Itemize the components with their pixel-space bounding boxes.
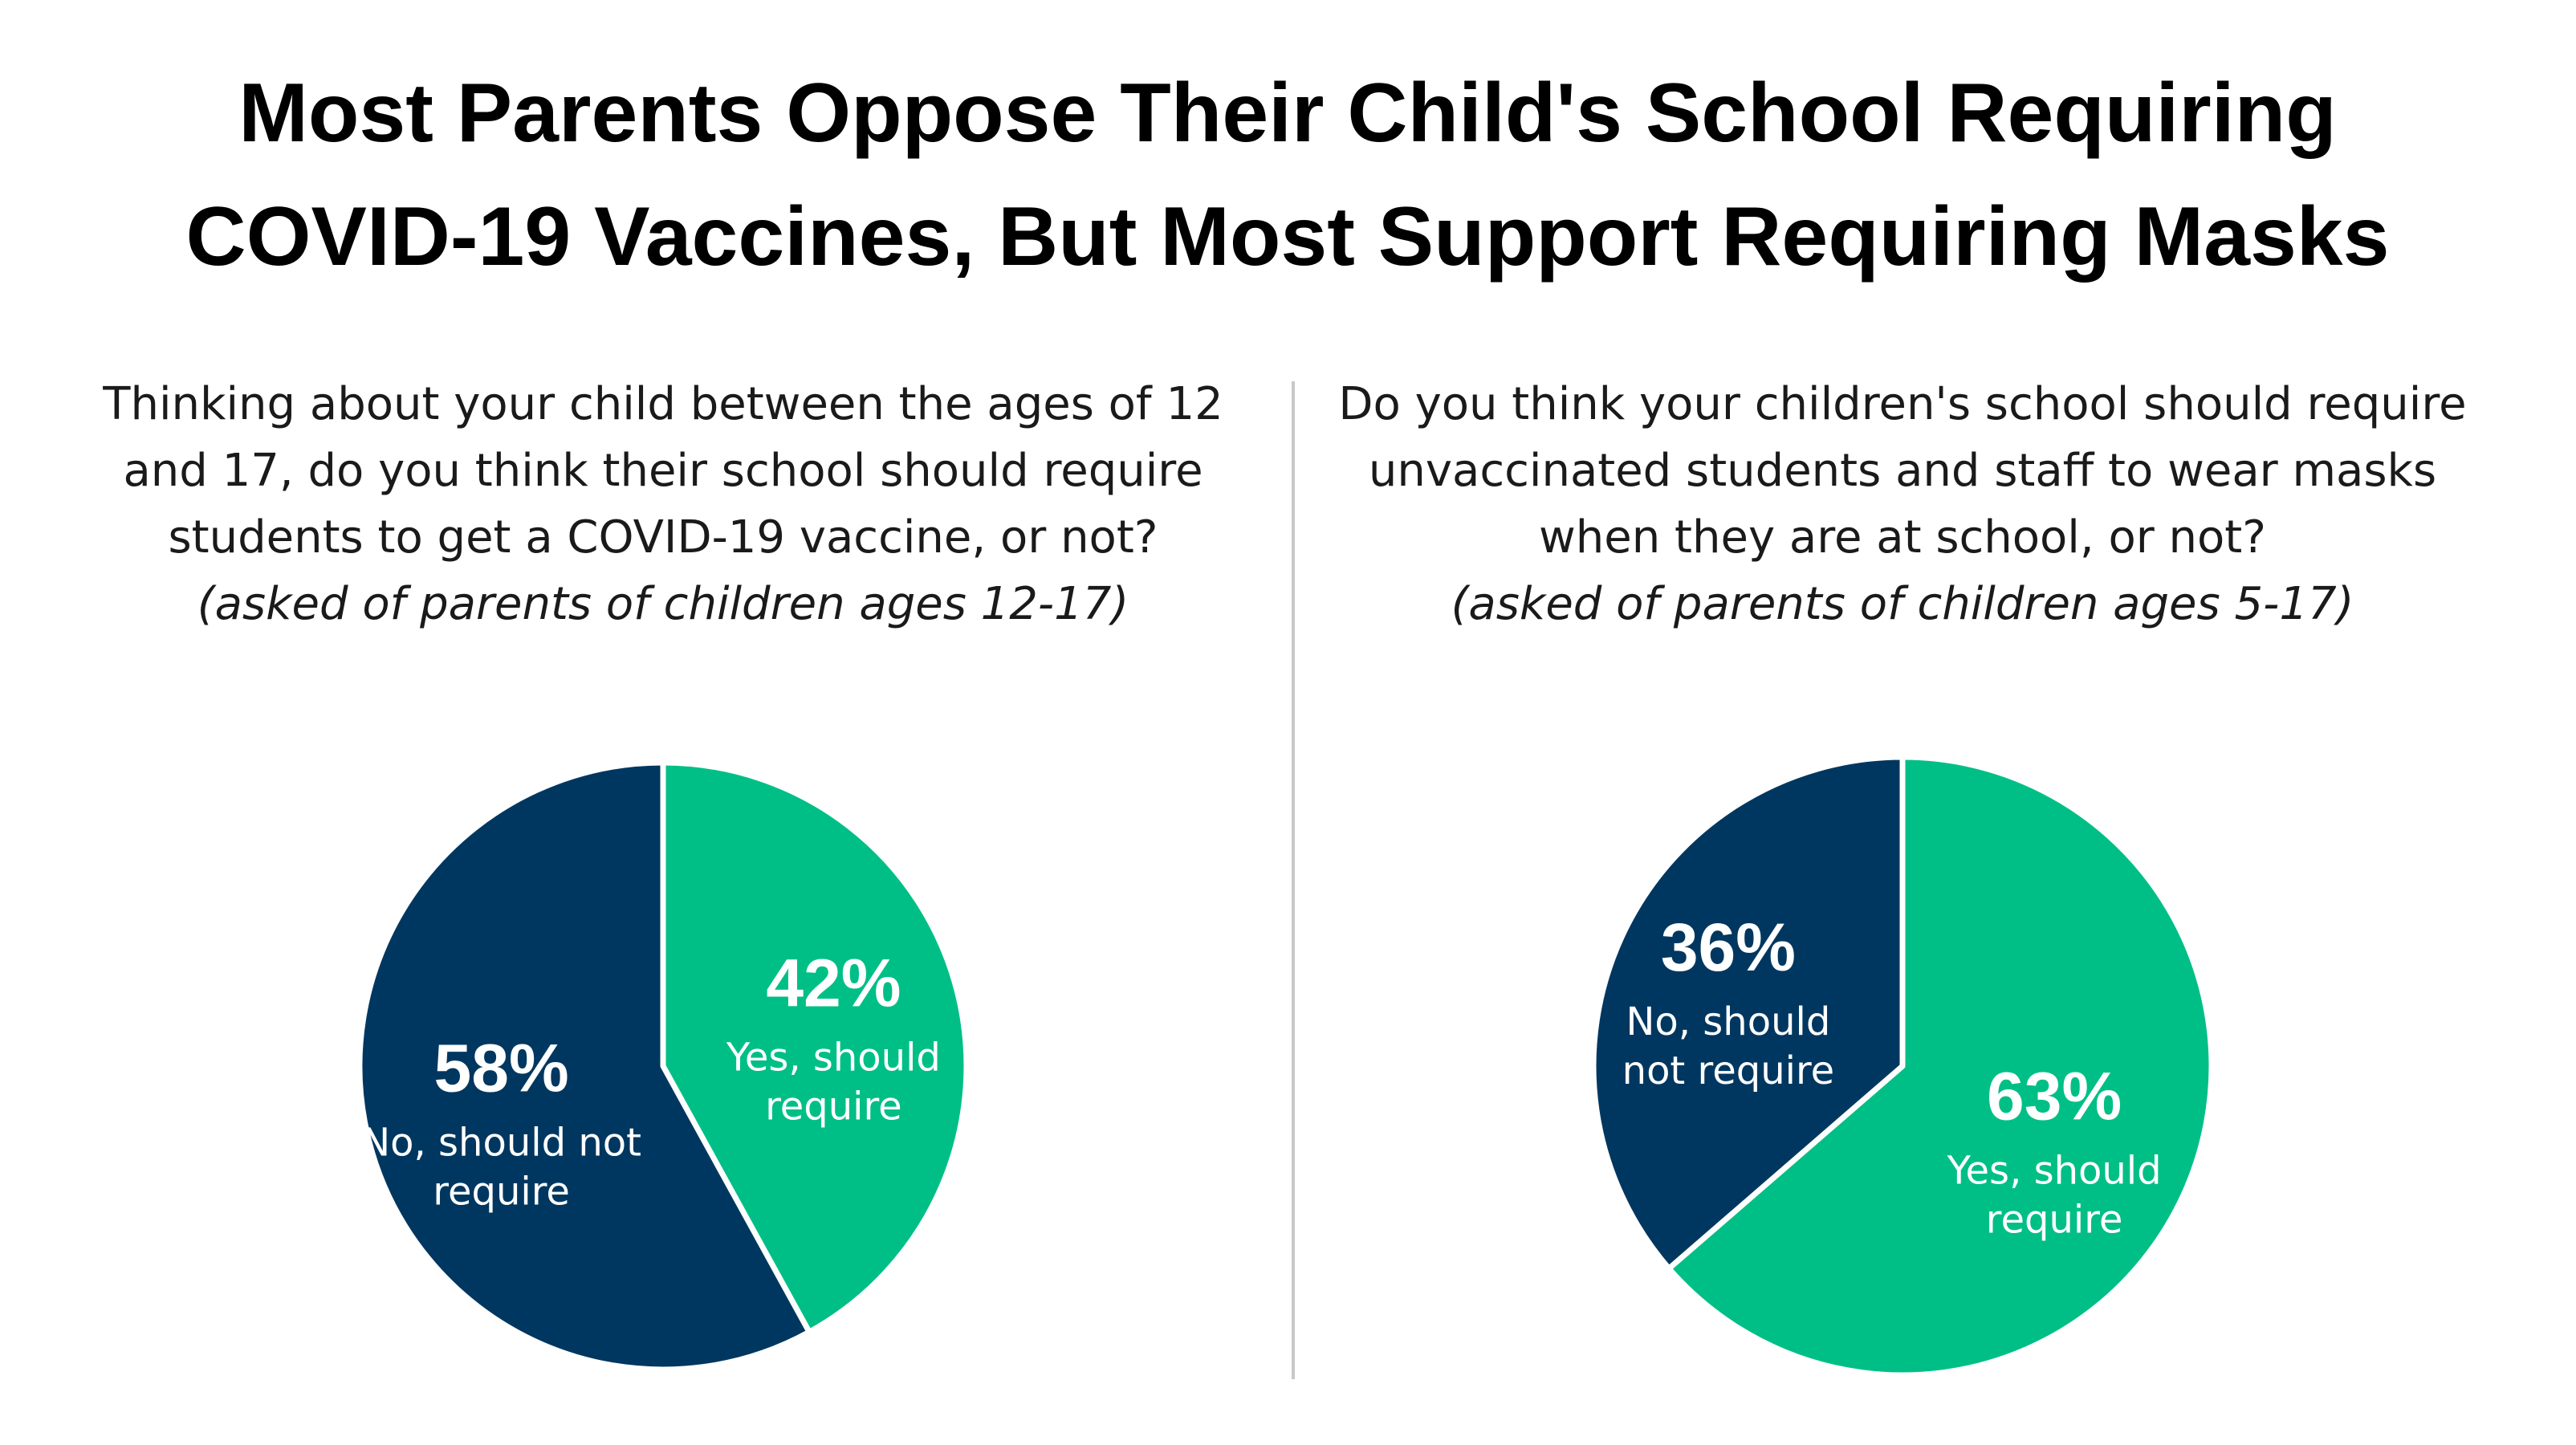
left-question-line-1: Thinking about your child between the ag…	[102, 378, 1223, 430]
chart-title-line-2: COVID-19 Vaccines, But Most Support Requ…	[186, 190, 2390, 283]
right-pie-yes-percent-label: 63%	[1987, 1058, 2122, 1134]
left-pie-slice-no	[356, 759, 812, 1373]
left-pie-yes-category-label-line-2: require	[765, 1085, 902, 1130]
left-question-line-2: and 17, do you think their school should…	[123, 445, 1203, 497]
left-question-line-3: students to get a COVID-19 vaccine, or n…	[168, 511, 1158, 564]
left-question-note: (asked of parents of children ages 12-17…	[197, 578, 1129, 630]
right-pie-yes-category-label-line-2: require	[1986, 1197, 2123, 1242]
right-question-line-2: unvaccinated students and staff to wear …	[1369, 445, 2436, 497]
right-pie-no-category-label-line-2: not require	[1622, 1048, 1835, 1093]
right-pie-slice-no	[1590, 754, 1906, 1272]
right-pie-no-category-label-line-1: No, should	[1626, 999, 1830, 1044]
left-pie-yes-category-label-line-1: Yes, should	[726, 1036, 941, 1081]
right-pie-slice-yes	[1666, 754, 2215, 1378]
right-question-note: (asked of parents of children ages 5-17)	[1451, 578, 2354, 630]
left-pie-no-category-label-line-2: require	[433, 1170, 570, 1215]
left-pie-yes-percent-label: 42%	[766, 946, 901, 1021]
right-panel: Do you think your children's school shou…	[1338, 378, 2467, 1378]
left-panel: Thinking about your child between the ag…	[102, 378, 1223, 1373]
left-pie-slice-yes	[660, 759, 970, 1335]
right-question-line-1: Do you think your children's school shou…	[1338, 378, 2466, 430]
left-pie-no-percent-label: 58%	[434, 1031, 569, 1106]
right-pie-yes-category-label-line-1: Yes, should	[1947, 1148, 2162, 1193]
left-pie-no-category-label-line-1: No, should not	[361, 1121, 641, 1166]
chart-title-line-1: Most Parents Oppose Their Child's School…	[238, 67, 2336, 160]
right-pie-no-percent-label: 36%	[1661, 910, 1796, 985]
right-question-line-3: when they are at school, or not?	[1539, 511, 2266, 564]
